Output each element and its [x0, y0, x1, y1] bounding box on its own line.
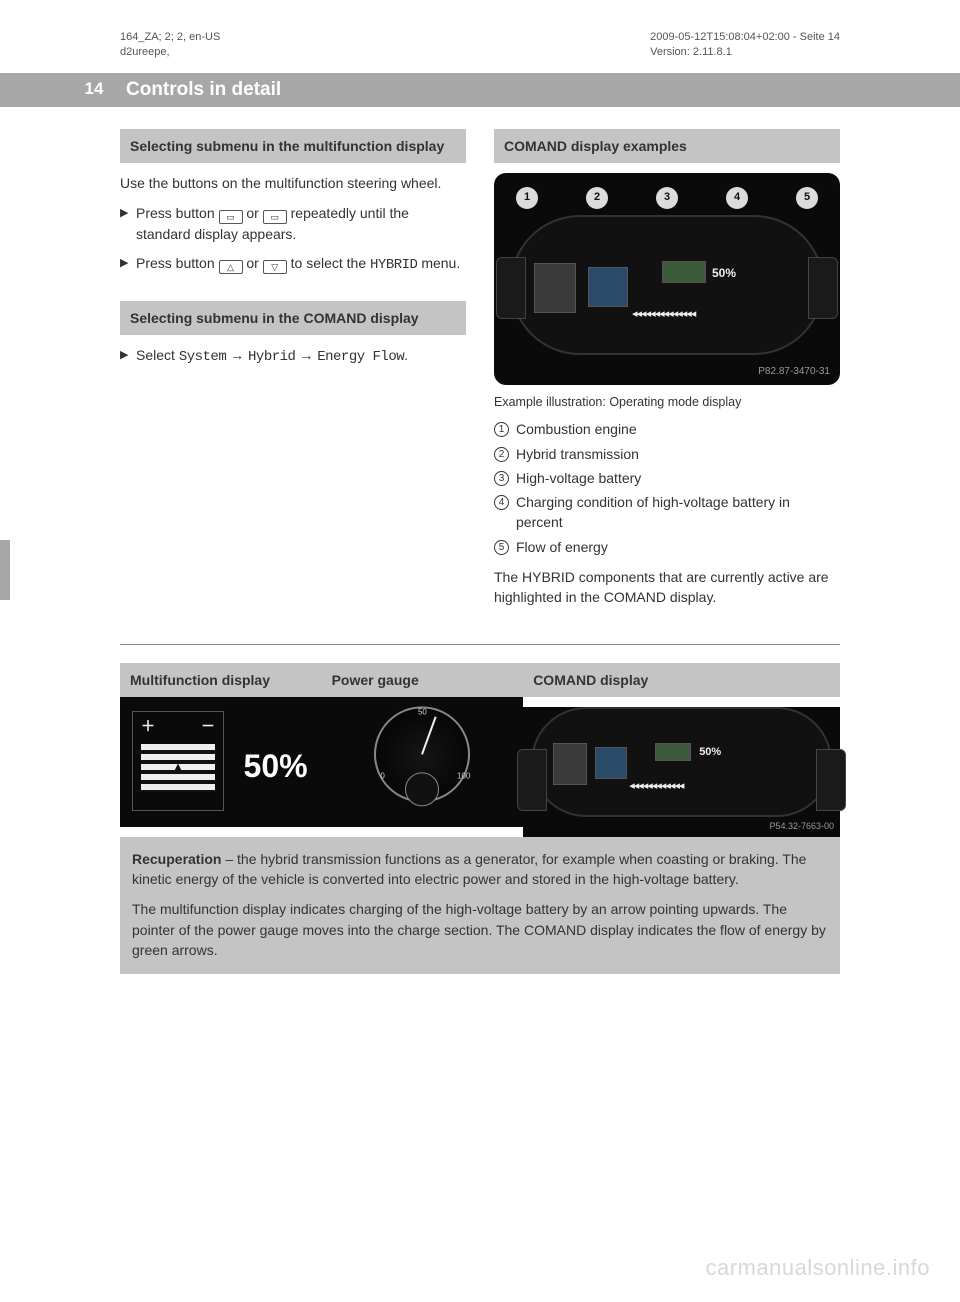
mfd-percent: 50% [244, 743, 308, 789]
print-metadata: 164_ZA; 2; 2, en-US d2ureepe, 2009-05-12… [0, 0, 960, 73]
section-heading: Selecting submenu in the COMAND display [120, 301, 466, 335]
step-item: ▶ Select System → Hybrid → Energy Flow. [120, 345, 466, 367]
comand-example-image: 50% ◂◂◂◂◂◂◂◂◂◂◂◂ P54.32-7663-00 [523, 707, 840, 837]
gauge-label-0: 0 [380, 771, 384, 783]
comand-figure: 1 2 3 4 5 50% ◂◂◂◂◂◂◂◂◂◂◂◂◂◂ P82.87-3470… [494, 173, 840, 385]
meta-right-2: Version: 2.11.8.1 [650, 45, 840, 60]
gauge-label-50: 50 [418, 706, 427, 718]
car-diagram: 50% ◂◂◂◂◂◂◂◂◂◂◂◂ [531, 707, 832, 817]
engine-icon [553, 743, 587, 785]
step-text: Select [136, 347, 179, 363]
table-header: Power gauge [322, 663, 524, 697]
legend-text: Combustion engine [516, 419, 637, 439]
meta-left-2: d2ureepe, [120, 45, 220, 60]
gauge-needle-icon [421, 716, 437, 754]
right-column: COMAND display examples 1 2 3 4 5 50% ◂◂… [494, 129, 840, 618]
battery-percent: 50% [699, 745, 721, 761]
left-column: Selecting submenu in the multifunction d… [120, 129, 466, 618]
section-heading: Selecting submenu in the multifunction d… [120, 129, 466, 163]
page-header: 14 Controls in detail [0, 73, 960, 107]
legend-num-icon: 4 [494, 495, 509, 510]
callout-3-icon: 3 [656, 187, 678, 209]
recup-title: Recuperation [132, 851, 221, 867]
section-divider [120, 644, 840, 645]
callout-1-icon: 1 [516, 187, 538, 209]
next-page-key-icon: ▭ [263, 210, 287, 224]
step-bullet-icon: ▶ [120, 345, 136, 367]
menu-name: HYBRID [370, 257, 417, 273]
gauge-label-100: 100 [457, 771, 470, 783]
recuperation-box: Recuperation – the hybrid transmission f… [120, 837, 840, 974]
step-item: ▶ Press button ▭ or ▭ repeatedly until t… [120, 203, 466, 244]
gauge-subdial-icon [405, 772, 439, 806]
step-text: or [243, 255, 263, 271]
watermark: carmanualsonline.info [705, 1252, 930, 1284]
step-text: Press button [136, 205, 219, 221]
display-examples-table: Multifunction display Power gauge COMAND… [120, 663, 840, 837]
gauge-icon: 0 50 100 [374, 706, 470, 802]
callout-5-icon: 5 [796, 187, 818, 209]
legend-item: 5 Flow of energy [494, 537, 840, 557]
power-gauge-image: 0 50 100 [322, 697, 524, 827]
step-text: or [243, 205, 263, 221]
legend-num-icon: 5 [494, 540, 509, 555]
legend-num-icon: 2 [494, 447, 509, 462]
legend-item: 3 High-voltage battery [494, 468, 840, 488]
legend-num-icon: 3 [494, 471, 509, 486]
menu-path: System [179, 349, 226, 365]
step-text: Press button [136, 255, 219, 271]
up-key-icon: △ [219, 260, 243, 274]
menu-path: Energy Flow [317, 349, 404, 365]
transmission-icon [595, 747, 627, 779]
battery-icon [662, 261, 706, 283]
engine-icon [534, 263, 576, 313]
battery-charging-icon: ＋－ ▲ [132, 711, 224, 811]
step-text: to select the [287, 255, 370, 271]
legend-num-icon: 1 [494, 422, 509, 437]
arrow-sep: → [295, 347, 317, 363]
energy-flow-arrows-icon: ◂◂◂◂◂◂◂◂◂◂◂◂◂◂ [632, 307, 792, 323]
figure-caption: Example illustration: Operating mode dis… [494, 393, 840, 411]
intro-paragraph: Use the buttons on the multifunction ste… [120, 173, 466, 193]
battery-percent: 50% [712, 265, 736, 282]
step-bullet-icon: ▶ [120, 253, 136, 275]
chapter-title: Controls in detail [126, 76, 281, 104]
thumb-index-tab [0, 540, 10, 600]
legend-text: Flow of energy [516, 537, 608, 557]
recup-text-2: The multifunction display indicates char… [132, 899, 828, 960]
legend-item: 2 Hybrid transmission [494, 444, 840, 464]
mfd-example-image: ＋－ ▲ 50% [120, 697, 322, 827]
car-diagram: 50% ◂◂◂◂◂◂◂◂◂◂◂◂◂◂ [510, 215, 824, 355]
legend-text: High-voltage battery [516, 468, 641, 488]
meta-right-1: 2009-05-12T15:08:04+02:00 - Seite 14 [650, 30, 840, 45]
callout-4-icon: 4 [726, 187, 748, 209]
arrow-sep: → [226, 347, 248, 363]
step-bullet-icon: ▶ [120, 203, 136, 244]
energy-flow-arrows-icon: ◂◂◂◂◂◂◂◂◂◂◂◂ [629, 779, 806, 795]
table-header: COMAND display [523, 663, 840, 697]
table-header: Multifunction display [120, 663, 322, 697]
legend-text: Hybrid transmission [516, 444, 639, 464]
down-key-icon: ▽ [263, 260, 287, 274]
closing-paragraph: The HYBRID components that are currently… [494, 567, 840, 608]
callout-2-icon: 2 [586, 187, 608, 209]
battery-icon [655, 743, 691, 761]
legend-item: 1 Combustion engine [494, 419, 840, 439]
legend-text: Charging condition of high-voltage batte… [516, 492, 840, 533]
step-text: menu. [417, 255, 460, 271]
figure-id: P54.32-7663-00 [769, 820, 834, 833]
figure-id: P82.87-3470-31 [758, 365, 830, 380]
menu-path: Hybrid [248, 349, 295, 365]
recup-text: – the hybrid transmission functions as a… [132, 851, 806, 887]
legend-item: 4 Charging condition of high-voltage bat… [494, 492, 840, 533]
prev-page-key-icon: ▭ [219, 210, 243, 224]
meta-left-1: 164_ZA; 2; 2, en-US [120, 30, 220, 45]
section-heading: COMAND display examples [494, 129, 840, 163]
step-text: . [404, 347, 408, 363]
transmission-icon [588, 267, 628, 307]
step-item: ▶ Press button △ or ▽ to select the HYBR… [120, 253, 466, 275]
